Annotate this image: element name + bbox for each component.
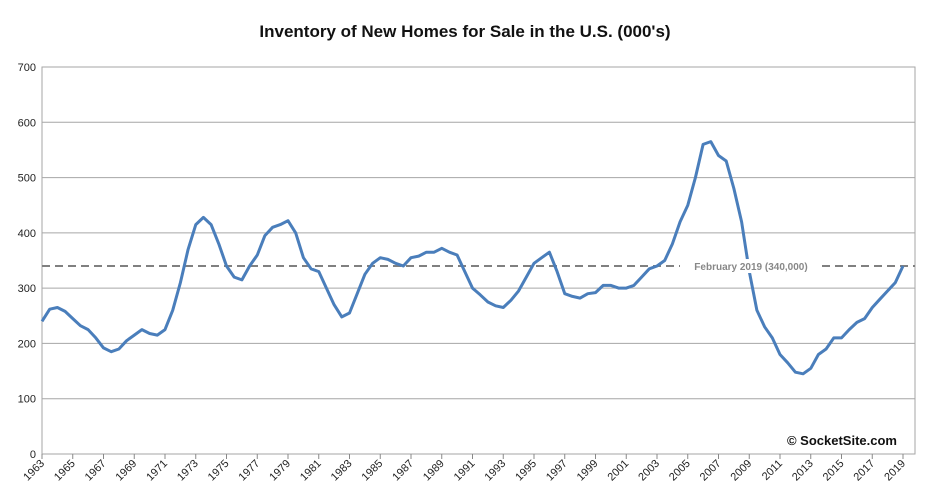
x-tick-label: 2001	[606, 458, 632, 484]
data-line	[40, 140, 905, 376]
x-tick-label: 1977	[237, 458, 263, 484]
y-tick-label: 500	[18, 173, 36, 185]
x-tick-label: 2003	[636, 458, 662, 484]
watermark: © SocketSite.com	[787, 433, 897, 448]
x-tick-label: 1963	[21, 458, 47, 484]
x-tick-label: 2013	[790, 458, 816, 484]
x-tick-label: 1989	[421, 458, 447, 484]
x-tick-label: 2005	[667, 458, 693, 484]
x-tick-label: 1993	[483, 458, 509, 484]
x-tick-label: 1973	[175, 458, 201, 484]
plot-border	[41, 66, 916, 455]
x-tick-label: 2007	[698, 458, 724, 484]
x-tick-label: 1969	[114, 458, 140, 484]
y-tick-label: 700	[18, 62, 36, 74]
x-tick-label: 2017	[852, 458, 878, 484]
x-tick-label: 1981	[298, 458, 324, 484]
x-tick-label: 1991	[452, 458, 478, 484]
y-tick-label: 300	[18, 283, 36, 295]
x-tick-label: 1971	[144, 458, 170, 484]
y-tick-label: 200	[18, 338, 36, 350]
x-tick-label: 1999	[575, 458, 601, 484]
x-tick-label: 1997	[544, 458, 570, 484]
annotation-bg	[680, 259, 822, 274]
x-tick-label: 1983	[329, 458, 355, 484]
y-tick-label: 400	[18, 228, 36, 240]
x-tick-label: 2015	[821, 458, 847, 484]
x-tick-label: 1965	[52, 458, 78, 484]
x-tick-label: 1987	[390, 458, 416, 484]
reference-label: February 2019 (340,000)	[694, 262, 807, 273]
y-tick-label: 100	[18, 394, 36, 406]
x-tick-label: 2009	[729, 458, 755, 484]
x-tick-label: 1979	[267, 458, 293, 484]
x-tick-label: 2011	[760, 458, 785, 483]
x-tick-label: 2019	[882, 458, 908, 484]
chart-title: Inventory of New Homes for Sale in the U…	[259, 22, 670, 41]
y-tick-label: 0	[30, 449, 36, 461]
y-tick-label: 600	[18, 117, 36, 129]
x-tick-label: 1975	[206, 458, 232, 484]
x-tick-label: 1967	[83, 458, 109, 484]
x-tick-label: 1995	[513, 458, 539, 484]
x-tick-label: 1985	[360, 458, 386, 484]
